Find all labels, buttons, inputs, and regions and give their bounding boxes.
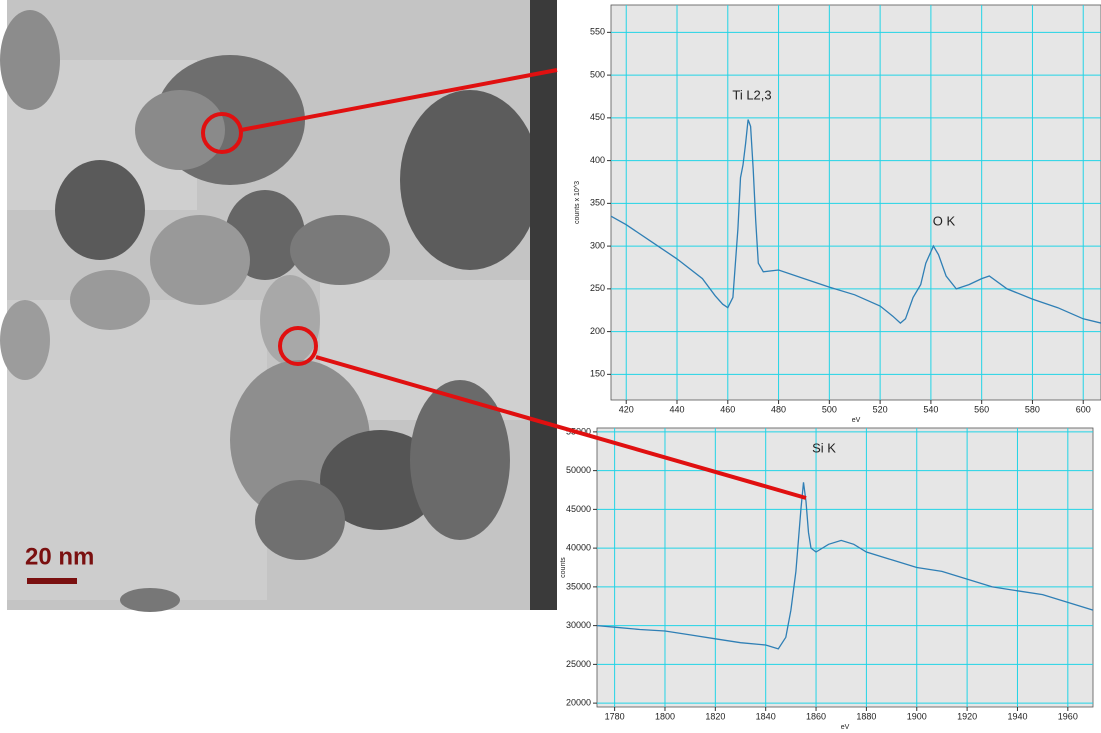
x-tick-label: 1900 <box>907 711 927 721</box>
scale-bar-label: 20 nm <box>25 543 94 570</box>
x-tick-label: 1960 <box>1058 711 1078 721</box>
x-tick-label: 540 <box>923 404 938 414</box>
peak-annotation: Si K <box>812 440 836 455</box>
x-tick-label: 1820 <box>705 711 725 721</box>
y-tick-label: 20000 <box>566 698 591 708</box>
y-tick-label: 40000 <box>566 543 591 553</box>
y-tick-label: 450 <box>590 112 605 122</box>
peak-annotation: O K <box>933 213 956 228</box>
x-tick-label: 480 <box>771 404 786 414</box>
plot-area <box>597 428 1093 707</box>
x-tick-label: 520 <box>873 404 888 414</box>
y-tick-label: 35000 <box>566 581 591 591</box>
y-axis-label: counts <box>560 557 567 578</box>
y-tick-label: 45000 <box>566 504 591 514</box>
y-tick-label: 250 <box>590 283 605 293</box>
plot-area <box>611 5 1101 400</box>
x-tick-label: 1880 <box>856 711 876 721</box>
y-tick-label: 200 <box>590 326 605 336</box>
x-tick-label: 1780 <box>605 711 625 721</box>
y-tick-label: 150 <box>590 369 605 379</box>
x-tick-label: 580 <box>1025 404 1040 414</box>
x-tick-label: 420 <box>619 404 634 414</box>
y-tick-label: 350 <box>590 198 605 208</box>
y-tick-label: 300 <box>590 240 605 250</box>
x-tick-label: 440 <box>669 404 684 414</box>
x-axis-label: eV <box>852 417 861 424</box>
y-tick-label: 30000 <box>566 620 591 630</box>
x-tick-label: 460 <box>720 404 735 414</box>
x-axis-label: eV <box>841 724 850 731</box>
y-tick-label: 500 <box>590 69 605 79</box>
x-tick-label: 1800 <box>655 711 675 721</box>
y-tick-label: 550 <box>590 27 605 37</box>
x-tick-label: 500 <box>822 404 837 414</box>
x-tick-label: 560 <box>974 404 989 414</box>
y-tick-label: 25000 <box>566 659 591 669</box>
y-axis-label: counts x 10^3 <box>574 181 581 224</box>
x-tick-label: 600 <box>1076 404 1091 414</box>
y-tick-label: 50000 <box>566 465 591 475</box>
x-tick-label: 1920 <box>957 711 977 721</box>
x-tick-label: 1940 <box>1007 711 1027 721</box>
y-tick-label: 400 <box>590 155 605 165</box>
charts: 420 440 460 480 500 520 540 560 580 600 150 200 250 3… <box>560 5 1101 731</box>
peak-annotation: Ti L2,3 <box>732 87 771 102</box>
tem-image: 20 nm <box>0 0 557 612</box>
x-tick-label: 1860 <box>806 711 826 721</box>
figure: 20 nm 420 440 460 480 500 520 540 560 580 600 150 2… <box>0 0 1101 733</box>
x-tick-label: 1840 <box>756 711 776 721</box>
